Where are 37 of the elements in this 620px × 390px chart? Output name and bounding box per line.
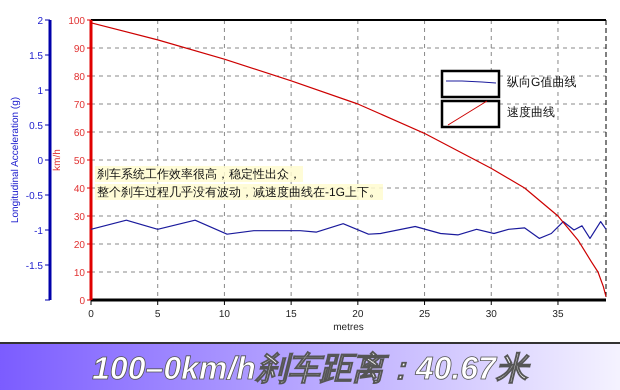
y-tick-label: 2 xyxy=(37,16,44,27)
y-tick-label: -0.5 xyxy=(26,191,44,202)
y-axis-title: Longitudinal Acceleration (g) xyxy=(10,96,21,224)
y2-tick-label: 50 xyxy=(74,156,86,167)
x-tick-label: 5 xyxy=(154,309,161,320)
y-tick-label: 1.5 xyxy=(29,51,44,62)
line-series xyxy=(90,220,607,239)
legend-label: 纵向G值曲线 xyxy=(507,75,576,89)
y2-tick-label: 30 xyxy=(74,212,86,223)
y2-tick-label: 60 xyxy=(74,128,86,139)
y2-tick-label: 0 xyxy=(79,296,86,307)
y2-tick-label: 70 xyxy=(74,100,86,111)
legend-label: 速度曲线 xyxy=(507,105,555,119)
y2-tick-label: 80 xyxy=(74,72,86,83)
y2-tick-label: 20 xyxy=(74,240,86,251)
y2-tick-label: 100 xyxy=(68,16,86,27)
y-tick-label: 0.5 xyxy=(29,121,44,132)
x-tick-label: 10 xyxy=(218,309,230,320)
y-tick-label: 1 xyxy=(37,86,44,97)
x-tick-label: 0 xyxy=(88,309,94,320)
y2-axis-title: km/h xyxy=(52,149,63,171)
y-tick-label: 0 xyxy=(37,156,44,167)
text: 100–0km/h刹车距离：40.67米 xyxy=(92,350,531,386)
y-tick-label: -1.5 xyxy=(26,261,44,272)
x-tick-label: 25 xyxy=(418,309,431,320)
line-series xyxy=(90,22,607,298)
annotation: 整个刹车过程几乎没有波动，减速度曲线在-1G上下。 xyxy=(97,185,382,199)
y2-tick-label: 90 xyxy=(74,44,86,55)
x-tick-label: 30 xyxy=(486,309,498,320)
y2-tick-label: 40 xyxy=(74,184,86,195)
x-tick-label: 20 xyxy=(352,309,364,320)
annotation: 刹车系统工作效率很高，稳定性出众， xyxy=(97,167,301,181)
y-tick-label: -1 xyxy=(34,226,44,237)
x-tick-label: 35 xyxy=(552,309,564,320)
x-axis-title: metres xyxy=(333,322,364,333)
y2-tick-label: 10 xyxy=(74,268,86,279)
x-tick-label: 15 xyxy=(286,309,298,320)
